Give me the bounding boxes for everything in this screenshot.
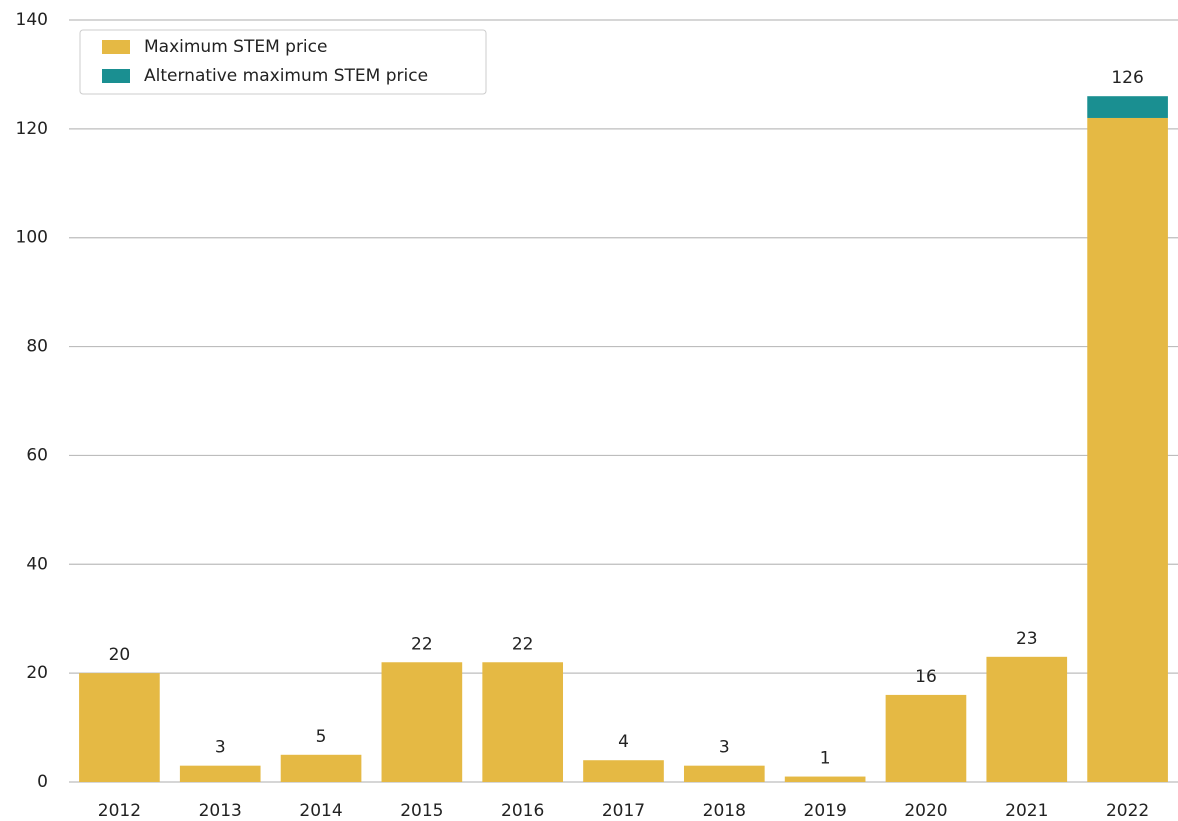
data-label: 22 bbox=[411, 634, 433, 654]
bar-segment bbox=[179, 765, 261, 782]
y-tick-label: 20 bbox=[26, 663, 48, 683]
data-label: 23 bbox=[1016, 629, 1038, 649]
y-tick-label: 60 bbox=[26, 445, 48, 465]
data-label: 16 bbox=[915, 667, 937, 687]
bar-segment bbox=[1087, 96, 1168, 118]
x-tick-label: 2016 bbox=[501, 801, 544, 821]
bar-segment bbox=[280, 754, 362, 782]
bar-segment bbox=[583, 760, 664, 782]
data-label: 5 bbox=[316, 727, 327, 747]
x-tick-label: 2017 bbox=[602, 801, 645, 821]
x-tick-label: 2020 bbox=[904, 801, 947, 821]
x-tick-label: 2013 bbox=[199, 801, 242, 821]
data-label: 20 bbox=[109, 645, 131, 665]
y-tick-label: 80 bbox=[26, 337, 48, 357]
bar-segment bbox=[381, 662, 463, 782]
data-label: 3 bbox=[215, 738, 226, 758]
legend-swatch bbox=[102, 40, 130, 54]
legend-box bbox=[79, 29, 487, 95]
bar-segment bbox=[683, 765, 765, 782]
legend-label: Maximum STEM price bbox=[144, 37, 327, 57]
legend-swatch bbox=[102, 69, 130, 83]
x-tick-label: 2012 bbox=[98, 801, 141, 821]
x-tick-label: 2014 bbox=[299, 801, 342, 821]
x-tick-label: 2021 bbox=[1005, 801, 1048, 821]
y-tick-label: 40 bbox=[26, 554, 48, 574]
bar-segment bbox=[1087, 117, 1168, 782]
bar-segment bbox=[482, 662, 564, 782]
legend-label: Alternative maximum STEM price bbox=[144, 66, 428, 86]
y-tick-label: 0 bbox=[37, 772, 48, 792]
x-tick-label: 2015 bbox=[400, 801, 443, 821]
data-label: 126 bbox=[1111, 68, 1143, 88]
y-tick-label: 100 bbox=[16, 228, 48, 248]
data-label: 1 bbox=[820, 749, 831, 769]
data-label: 4 bbox=[618, 732, 629, 752]
data-label: 22 bbox=[512, 634, 534, 654]
x-tick-label: 2022 bbox=[1106, 801, 1149, 821]
y-tick-label: 140 bbox=[16, 10, 48, 30]
y-tick-label: 120 bbox=[16, 119, 48, 139]
data-label: 3 bbox=[719, 738, 730, 758]
bar-segment bbox=[79, 673, 160, 782]
bar-segment bbox=[784, 776, 866, 782]
x-tick-label: 2019 bbox=[804, 801, 847, 821]
x-tick-label: 2018 bbox=[703, 801, 746, 821]
bar-segment bbox=[885, 694, 967, 782]
bar-segment bbox=[986, 656, 1068, 782]
